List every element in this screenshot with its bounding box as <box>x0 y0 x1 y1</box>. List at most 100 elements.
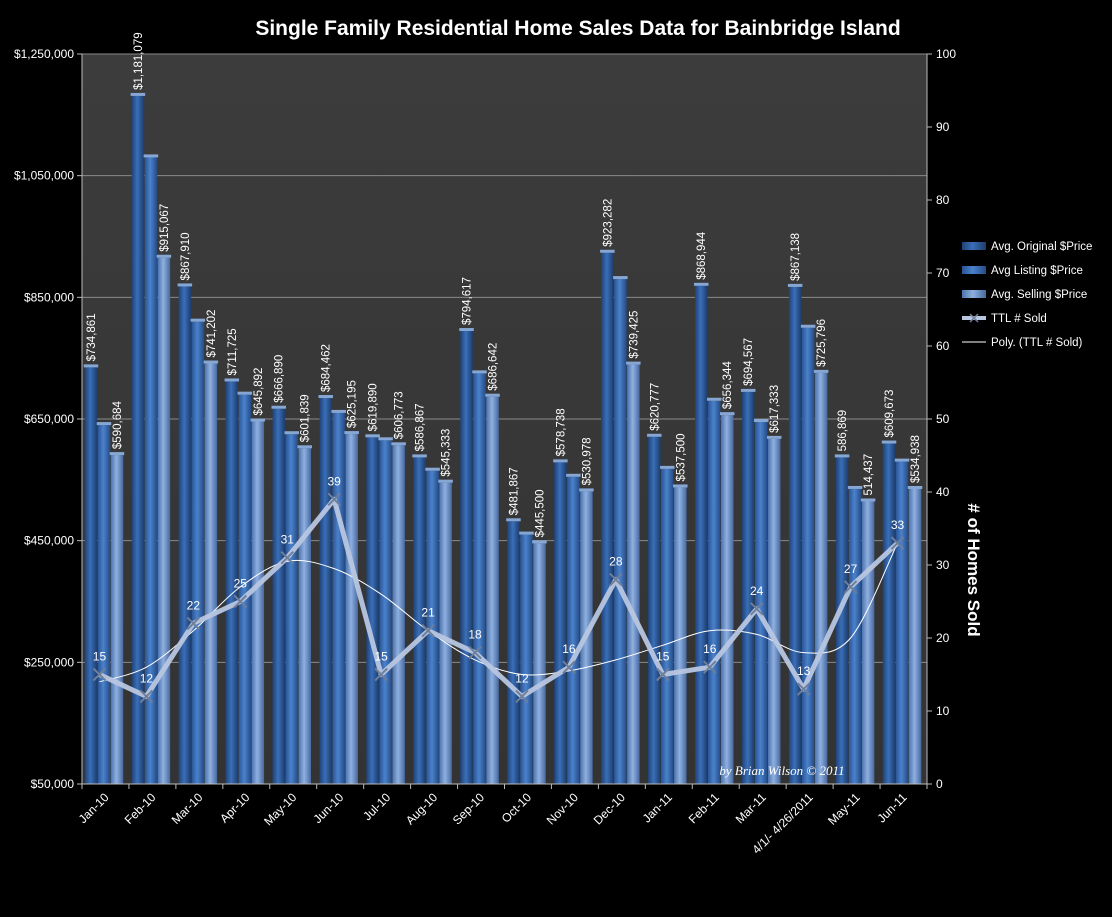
legend-label: TTL # Sold <box>991 313 1047 325</box>
legend-label: Poly. (TTL # Sold) <box>991 337 1083 349</box>
bar-cap <box>600 249 615 253</box>
bar-data-label: $867,910 <box>180 232 192 280</box>
bar-cap <box>365 434 380 438</box>
bar <box>835 457 849 784</box>
bar <box>251 421 265 784</box>
bar <box>238 394 252 784</box>
bar <box>861 501 875 784</box>
bar-data-label: $545,333 <box>441 429 453 477</box>
sold-data-label: 15 <box>93 650 107 664</box>
y-tick-label: $250,000 <box>24 655 74 669</box>
bar <box>567 476 580 784</box>
bar-cap <box>860 498 876 502</box>
sold-data-label: 39 <box>328 474 342 488</box>
sold-marker <box>327 492 341 507</box>
bar-data-label: $868,944 <box>696 231 708 280</box>
bar-cap <box>412 454 427 458</box>
sold-data-label: 12 <box>515 671 529 685</box>
bar-data-label: $620,777 <box>649 383 661 431</box>
sold-marker <box>139 689 154 704</box>
bar <box>204 363 218 784</box>
chart-title: Single Family Residential Home Sales Dat… <box>255 17 900 40</box>
bar-cap <box>787 283 803 287</box>
sold-marker <box>421 623 435 638</box>
y2-axis-title: # of Homes Sold <box>964 503 983 636</box>
bar <box>848 488 862 784</box>
sold-data-label: 18 <box>468 628 482 642</box>
bar-data-label: $915,067 <box>159 204 171 252</box>
y2-tick-label: 40 <box>936 485 950 499</box>
bar-data-label: $530,978 <box>581 437 593 485</box>
sold-line <box>98 496 900 699</box>
bar-data-label: $867,138 <box>790 233 802 281</box>
bar-cap <box>130 92 146 96</box>
bar-cap <box>177 283 193 287</box>
bar-data-label: $684,462 <box>321 344 333 392</box>
bar-cap <box>800 324 816 328</box>
sold-data-label: 24 <box>750 584 764 598</box>
bar <box>272 408 285 784</box>
y2-tick-label: 10 <box>936 704 950 718</box>
bar <box>298 448 311 784</box>
sold-data-label: 33 <box>891 518 905 532</box>
bar <box>144 157 158 784</box>
bar-cap <box>553 459 568 463</box>
bar-cap <box>907 485 923 489</box>
bar-data-label: $590,684 <box>112 401 124 450</box>
y2-tick-label: 100 <box>936 47 956 61</box>
bar <box>908 488 922 784</box>
bar <box>627 364 640 784</box>
bar-data-label: $739,425 <box>628 311 640 359</box>
bar-cap <box>647 433 662 437</box>
y-tick-label: $450,000 <box>24 534 74 548</box>
sold-data-label: 16 <box>562 642 576 656</box>
bar-cap <box>707 397 722 401</box>
bar-data-label: $734,861 <box>86 313 98 361</box>
bar-cap <box>660 465 675 469</box>
bar-data-label: $686,642 <box>488 343 500 391</box>
bar <box>801 327 815 784</box>
bar-cap <box>459 328 474 332</box>
bar <box>708 400 721 784</box>
bar-cap <box>753 419 769 423</box>
y2-tick-label: 60 <box>936 339 950 353</box>
bar <box>661 468 674 784</box>
bar <box>554 462 567 784</box>
sold-marker <box>186 616 201 631</box>
sold-marker <box>562 660 576 674</box>
bar <box>533 543 546 784</box>
sold-data-label: 27 <box>844 562 858 576</box>
sold-marker <box>843 580 858 594</box>
bar-cap <box>438 479 453 483</box>
sold-data-label: 15 <box>656 650 670 664</box>
bar-cap <box>626 361 641 365</box>
sold-marker <box>515 689 529 704</box>
bar-data-label: $625,195 <box>347 380 359 428</box>
bar-data-label: $741,202 <box>206 310 218 358</box>
bar-cap <box>673 484 688 488</box>
bar-cap <box>318 395 333 399</box>
bar-data-label: $606,773 <box>394 391 406 439</box>
bar-cap <box>109 452 125 456</box>
bar-cap <box>143 154 159 158</box>
legend-marker <box>969 313 979 323</box>
bar-cap <box>579 488 594 492</box>
bar <box>131 95 145 784</box>
legend-swatch <box>962 266 986 274</box>
bar <box>157 257 171 784</box>
legend-swatch <box>962 242 986 250</box>
sold-data-label: 12 <box>140 671 154 685</box>
bar-data-label: $794,617 <box>462 277 474 325</box>
legend-label: Avg Listing $Price <box>991 265 1083 277</box>
sold-marker <box>233 594 248 609</box>
bar-cap <box>190 318 206 322</box>
bar-cap <box>284 431 299 435</box>
bar-data-label: $711,725 <box>227 328 239 375</box>
bar-cap <box>813 369 829 373</box>
sold-data-label: 13 <box>797 664 811 678</box>
sold-data-label: 25 <box>234 577 248 591</box>
legend: Avg. Original $Price Avg Listing $Price Av… <box>962 241 1092 349</box>
bar-cap <box>378 437 393 441</box>
bar-cap <box>532 540 547 544</box>
bar-cap <box>694 282 709 286</box>
